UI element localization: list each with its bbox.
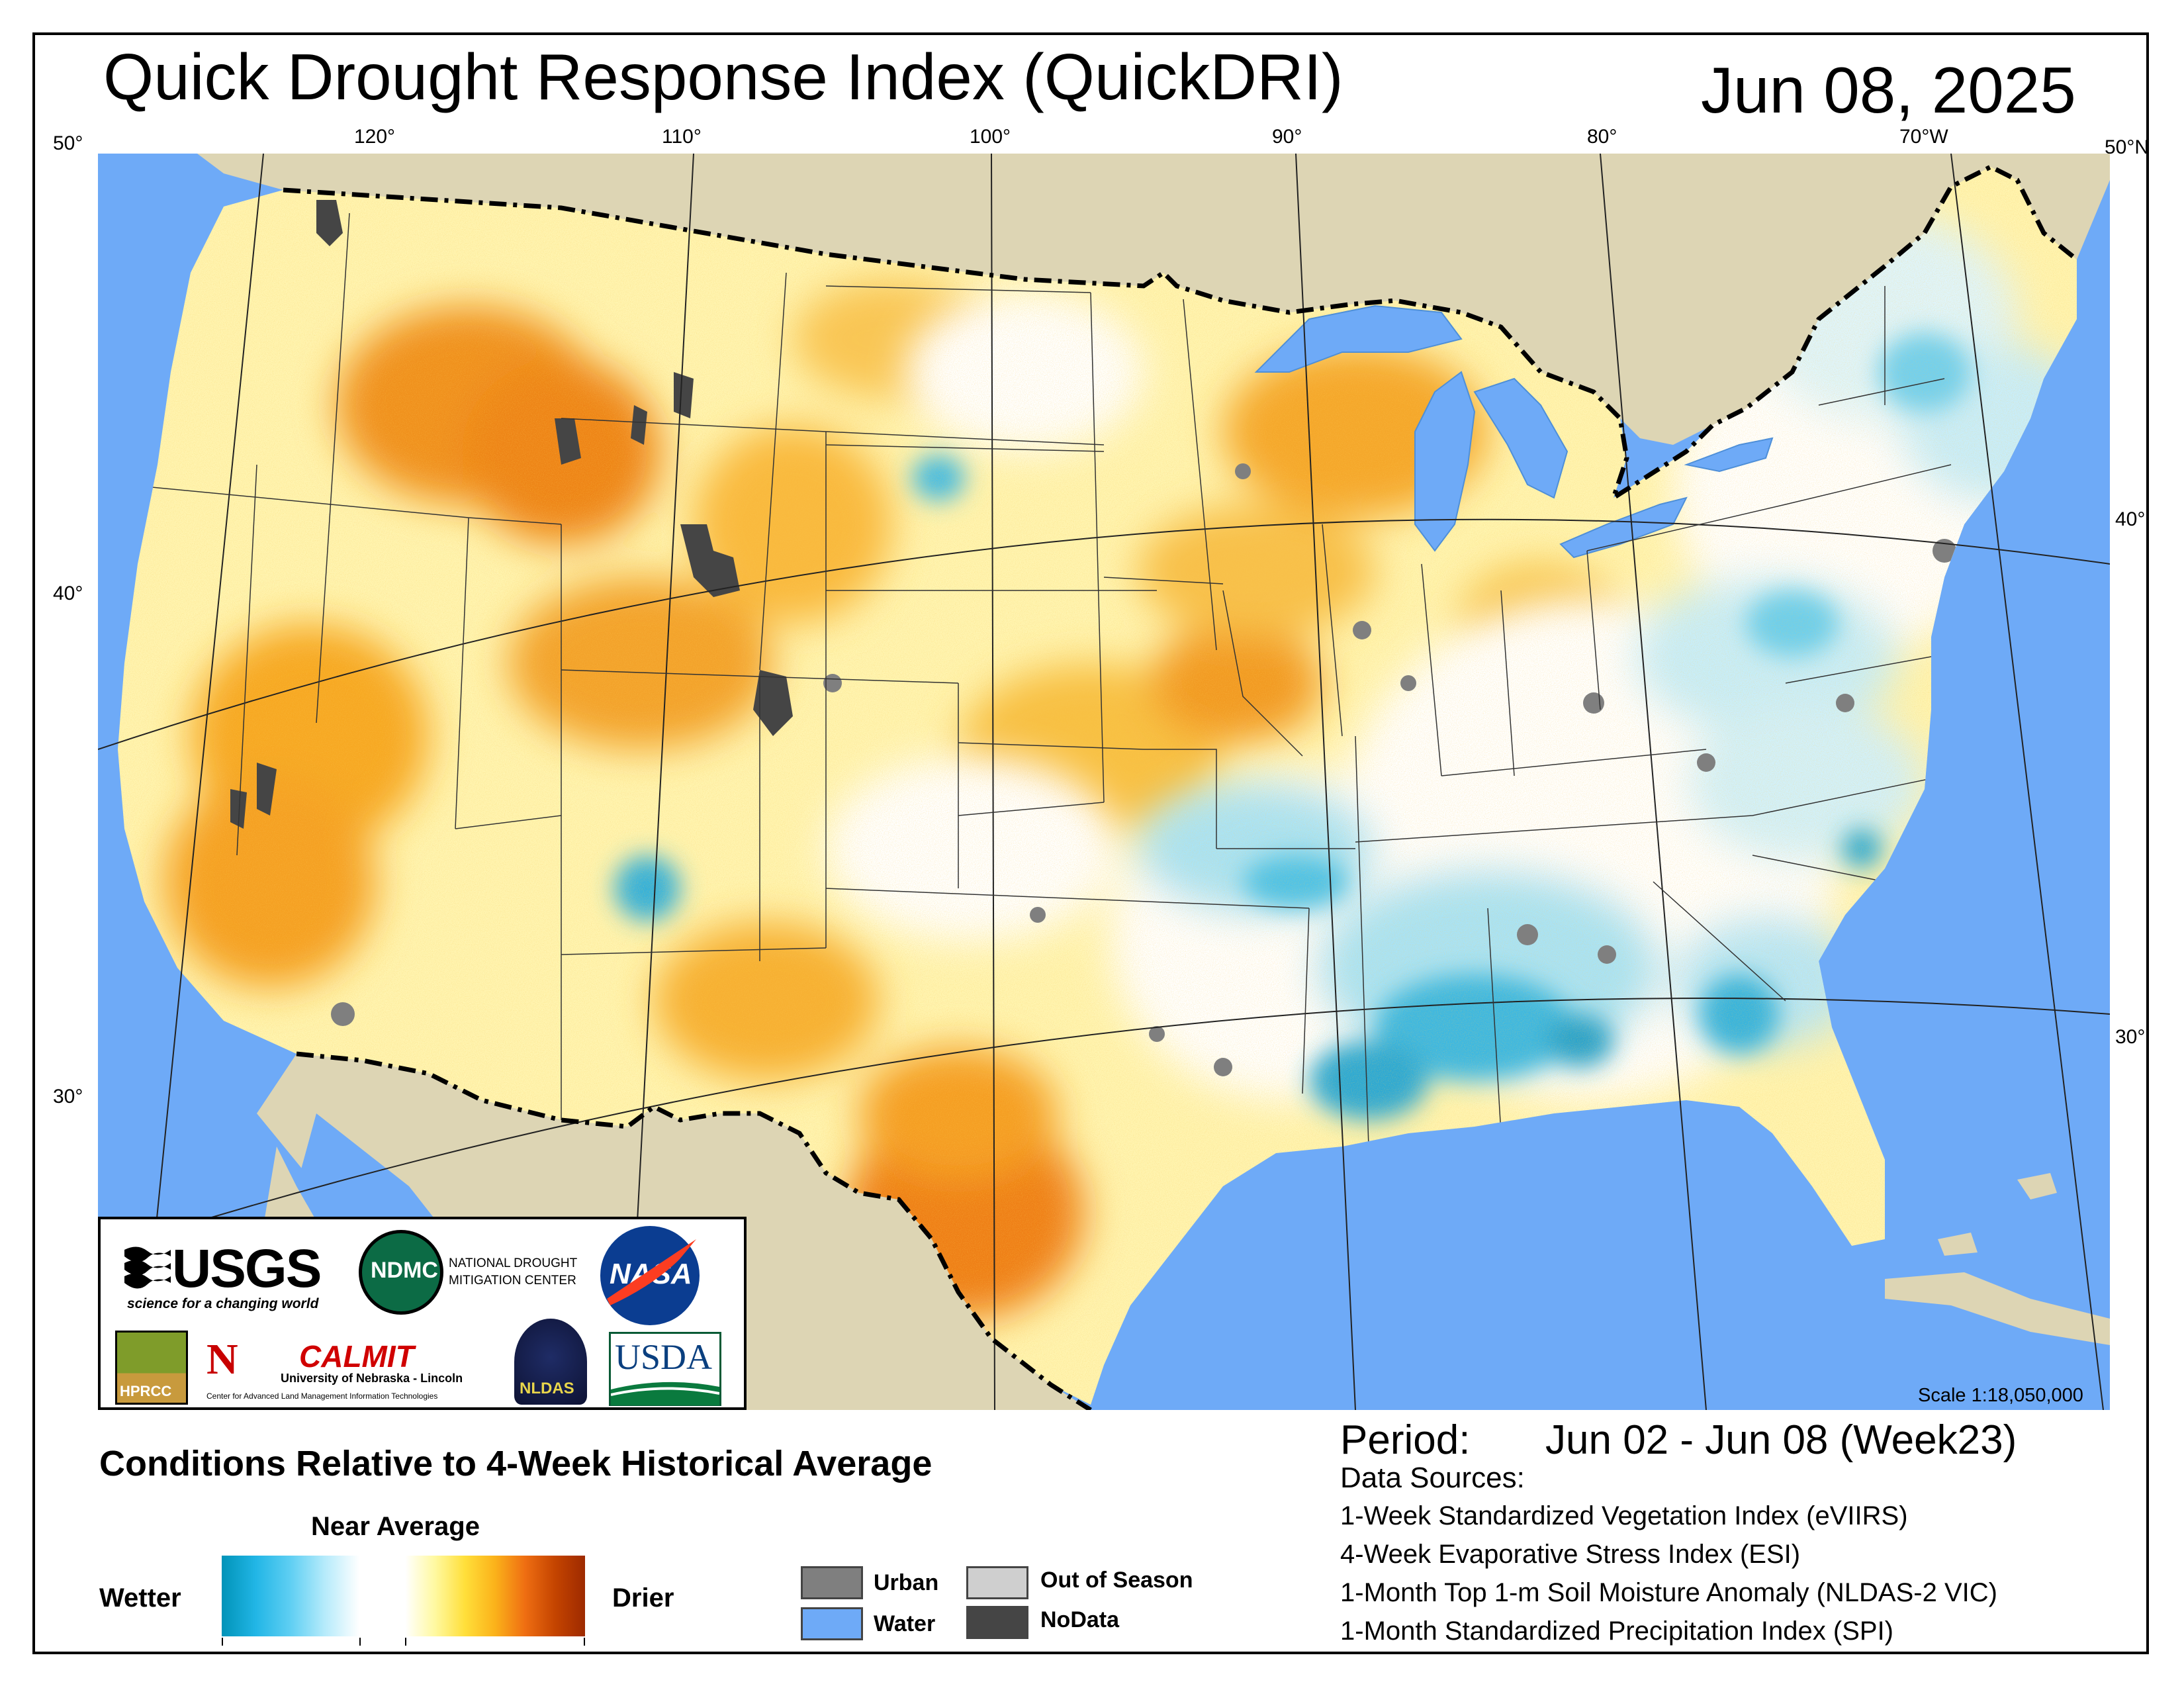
graticule-label-70w: 70°W xyxy=(1899,126,1948,148)
unl-n-icon: N xyxy=(206,1335,238,1383)
usgs-wordmark: USGS xyxy=(172,1239,322,1299)
legend-wetter-ramp xyxy=(222,1556,359,1636)
agency-logos-panel: USGS science for a changing world NDMC N… xyxy=(98,1217,747,1410)
period-label: Period: xyxy=(1340,1417,1471,1463)
legend-label-nodata: NoData xyxy=(1040,1607,1120,1632)
usgs-logo: USGS science for a changing world xyxy=(124,1238,322,1311)
legend-swatch-water xyxy=(801,1607,863,1640)
calmit-logo: N CALMIT University of Nebraska - Lincol… xyxy=(206,1335,498,1405)
graticule-label-90: 90° xyxy=(1272,126,1302,148)
legend-label-urban: Urban xyxy=(874,1570,939,1595)
usda-wordmark: USDA xyxy=(615,1337,713,1377)
calmit-wordmark: CALMIT xyxy=(299,1339,414,1374)
period-value: Jun 02 - Jun 08 (Week23) xyxy=(1545,1417,2017,1463)
legend-tick xyxy=(359,1638,361,1646)
legend-tick xyxy=(222,1638,223,1646)
legend-label-water: Water xyxy=(874,1611,936,1636)
data-source-item: 1-Week Standardized Vegetation Index (eV… xyxy=(1340,1501,1908,1530)
graticule-label-100: 100° xyxy=(970,126,1011,148)
data-sources-label: Data Sources: xyxy=(1340,1462,1525,1494)
usda-fields-icon xyxy=(611,1382,719,1405)
ndmc-name-line1: NATIONAL DROUGHT xyxy=(449,1256,578,1270)
calmit-center: Center for Advanced Land Management Info… xyxy=(206,1391,438,1401)
legend-drier-label: Drier xyxy=(612,1583,674,1613)
legend-near-average: Near Average xyxy=(311,1512,480,1541)
usgs-wave-icon xyxy=(124,1246,171,1289)
data-source-item: 4-Week Evaporative Stress Index (ESI) xyxy=(1340,1540,1801,1569)
ndmc-name-line2: MITIGATION CENTER xyxy=(449,1274,576,1288)
page-frame xyxy=(32,32,2149,1654)
legend-drier-ramp xyxy=(405,1556,585,1636)
legend-swatch-urban xyxy=(801,1566,863,1599)
hprcc-wordmark: HPRCC xyxy=(120,1383,172,1399)
usgs-tagline: science for a changing world xyxy=(127,1296,319,1311)
map-date: Jun 08, 2025 xyxy=(1701,54,2076,126)
nasa-logo: NASA xyxy=(600,1226,700,1325)
ndmc-acronym: NDMC xyxy=(371,1258,438,1283)
legend-heading: Conditions Relative to 4-Week Historical… xyxy=(99,1444,933,1483)
calmit-university: University of Nebraska - Lincoln xyxy=(281,1372,463,1385)
graticule-label-top-right: 50°N xyxy=(2105,136,2150,158)
graticule-label-right-30: 30° xyxy=(2115,1026,2146,1048)
graticule-label-110: 110° xyxy=(662,126,702,148)
graticule-label-left-30: 30° xyxy=(53,1086,83,1107)
nasa-vector-icon xyxy=(607,1239,696,1305)
legend-swatch-nodata xyxy=(966,1606,1028,1639)
data-source-item: 1-Month Standardized Precipitation Index… xyxy=(1340,1617,1893,1646)
legend-tick xyxy=(584,1638,585,1646)
legend-label-out-of-season: Out of Season xyxy=(1040,1568,1193,1593)
map-scale: Scale 1:18,050,000 xyxy=(1918,1385,2083,1406)
map-title: Quick Drought Response Index (QuickDRI) xyxy=(103,40,1343,113)
graticule-label-120: 120° xyxy=(354,126,396,148)
ndmc-logo: NDMC NATIONAL DROUGHT MITIGATION CENTER xyxy=(359,1230,577,1316)
graticule-label-left-40: 40° xyxy=(53,583,83,604)
legend-tick xyxy=(405,1638,406,1646)
ndmc-seal-icon xyxy=(359,1230,443,1315)
graticule-label-80: 80° xyxy=(1587,126,1617,148)
graticule-label-top-left: 50° xyxy=(53,132,83,154)
graticule-label-right-40: 40° xyxy=(2115,508,2146,530)
data-source-item: 1-Month Top 1-m Soil Moisture Anomaly (N… xyxy=(1340,1578,1997,1607)
usda-logo: USDA xyxy=(609,1332,721,1406)
legend-wetter-label: Wetter xyxy=(99,1583,181,1613)
nldas-logo: NLDAS xyxy=(514,1319,587,1405)
nldas-wordmark: NLDAS xyxy=(520,1380,574,1397)
legend-swatch-out-of-season xyxy=(966,1566,1028,1599)
drought-map xyxy=(98,154,2110,1410)
hprcc-logo: HPRCC xyxy=(115,1331,188,1405)
